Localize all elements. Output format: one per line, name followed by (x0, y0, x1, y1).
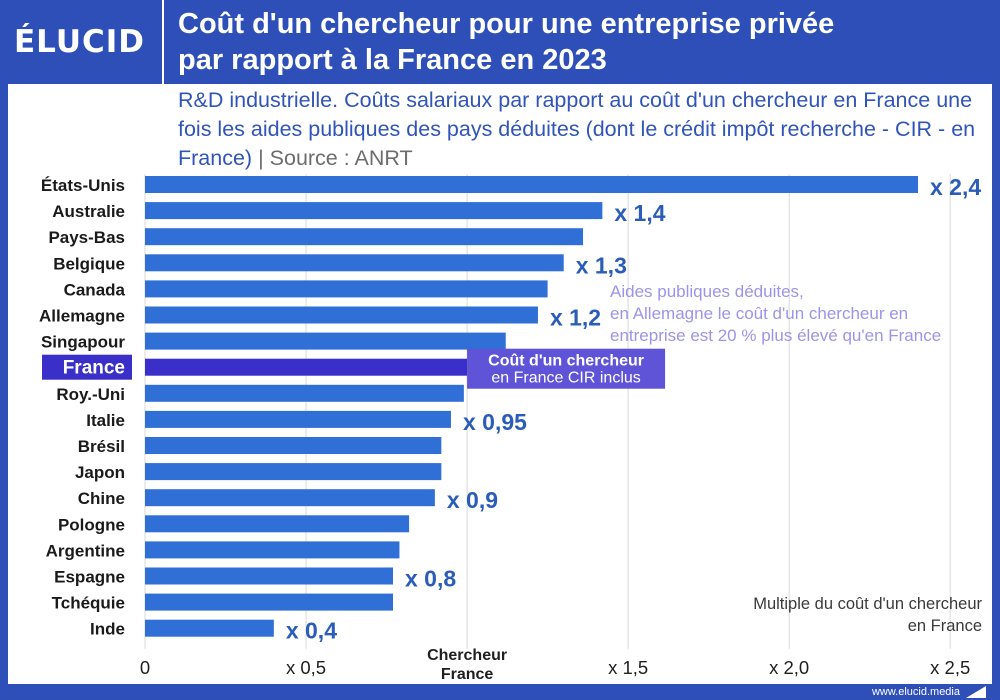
category-label: Espagne (54, 568, 125, 587)
bar (145, 515, 410, 533)
data-label: x 2,4 (930, 174, 981, 200)
data-label: x 0,4 (286, 618, 337, 644)
elucid-logo[interactable]: ÉLUCID (14, 24, 146, 60)
bar (145, 410, 451, 428)
data-label: x 0,9 (447, 487, 498, 513)
bar (145, 358, 468, 376)
category-label: Singapour (41, 333, 125, 352)
tick-label: France (441, 666, 494, 683)
title-line-1: Coût d'un chercheur pour une entreprise … (178, 8, 835, 40)
bar (145, 228, 584, 246)
category-label: Brésil (78, 437, 125, 456)
tick-label: x 2,5 (930, 657, 970, 678)
chart-subtitle: R&D industrielle. Coûts salariaux par ra… (178, 86, 978, 173)
category-label: Allemagne (39, 307, 125, 326)
bar (145, 463, 442, 481)
france-annotation-text: Coût d'un chercheur (488, 353, 644, 370)
axis-caption: Multiple du coût d'un chercheur (753, 595, 982, 613)
footer-url[interactable]: www.elucid.media (871, 686, 960, 698)
bar (145, 176, 918, 193)
category-label: Roy.-Uni (56, 385, 125, 404)
category-label: Tchéquie (52, 594, 125, 613)
data-label: x 0,95 (463, 409, 527, 435)
category-label-highlight (42, 354, 132, 380)
data-label: x 1,3 (576, 252, 627, 278)
bar (145, 254, 564, 272)
germany-note-text: en Allemagne le coût d'un chercheur en (610, 304, 908, 323)
bar (145, 202, 603, 220)
category-label: Canada (64, 280, 126, 299)
bar (145, 332, 506, 350)
bar (145, 541, 400, 559)
axis-caption: en France (908, 617, 982, 635)
germany-note-text: Aides publiques déduites, (610, 282, 804, 301)
category-label: Japon (75, 463, 125, 482)
category-label: Chine (78, 489, 125, 508)
bar (145, 306, 538, 324)
data-label: x 1,4 (614, 200, 665, 226)
category-label: États-Unis (41, 176, 125, 195)
title-line-2: par rapport à la France en 2023 (178, 44, 607, 76)
tick-label: x 0,5 (286, 657, 326, 678)
tick-label: x 1,5 (608, 657, 648, 678)
bar (145, 384, 464, 402)
category-label: Argentine (46, 541, 125, 560)
bar-chart: États-Unis x 2,4 Australie x 1,4 Pays-Bas Bel… (39, 174, 982, 683)
bar (145, 567, 394, 585)
header-divider (162, 0, 164, 84)
data-label: x 0,8 (405, 566, 456, 592)
category-label: Italie (86, 411, 125, 430)
category-label: Belgique (53, 254, 125, 273)
category-label: Pays-Bas (48, 228, 125, 247)
tick-label: x 2,0 (769, 657, 809, 678)
france-annotation-text: en France CIR inclus (491, 370, 640, 387)
chart-panel: R&D industrielle. Coûts salariaux par ra… (8, 84, 992, 684)
category-label: Australie (52, 202, 125, 221)
bar (145, 280, 548, 298)
subtitle-text: R&D industrielle. Coûts salariaux par ra… (178, 88, 976, 170)
category-label: Pologne (58, 515, 125, 534)
bar (145, 619, 274, 637)
france-annotation-box (467, 348, 666, 389)
bar (145, 593, 394, 611)
category-label: France (63, 358, 125, 379)
category-label: Inde (90, 620, 125, 639)
source-label: Source : ANRT (269, 146, 413, 170)
header: ÉLUCID Coût d'un chercheur pour une entr… (0, 0, 1000, 84)
tick-label: 0 (140, 657, 150, 678)
tick-label: Chercheur (427, 647, 507, 664)
source-separator: | (258, 146, 264, 170)
germany-note-text: entreprise est 20 % plus élevé qu'en Fra… (610, 326, 941, 345)
data-label: x 1,2 (550, 305, 601, 331)
logo-mark-icon (966, 686, 986, 698)
bar (145, 489, 435, 507)
bar (145, 437, 442, 454)
chart-title: Coût d'un chercheur pour une entreprise … (178, 6, 988, 78)
